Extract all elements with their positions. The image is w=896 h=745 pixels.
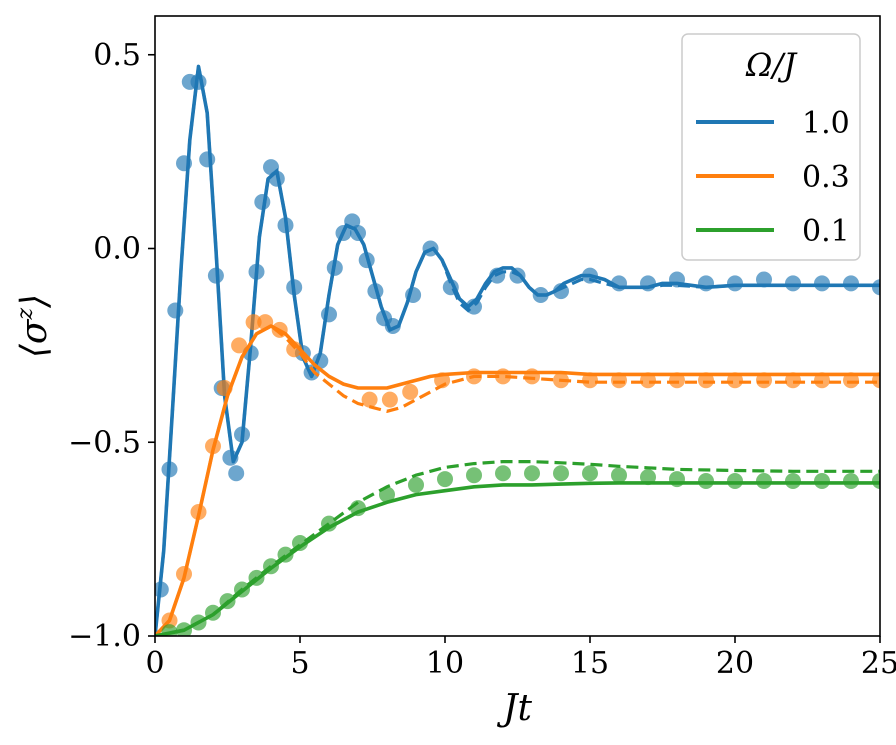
data-point [381, 391, 398, 408]
data-point [553, 465, 569, 482]
data-point [408, 476, 424, 493]
data-point [727, 372, 743, 389]
y-tick-label: −0.5 [68, 425, 141, 460]
data-point [785, 473, 801, 489]
legend-box [681, 33, 861, 261]
data-point [843, 275, 859, 292]
plot-frame [154, 15, 881, 637]
data-point [756, 372, 772, 389]
legend-label: 0.1 [802, 214, 850, 249]
data-point [167, 302, 184, 319]
x-tick-label: 20 [716, 646, 754, 681]
data-point [872, 279, 880, 296]
data-point [321, 306, 337, 323]
data-point [727, 275, 743, 292]
y-tick-label: 0.0 [93, 232, 141, 267]
data-point [640, 372, 656, 389]
data-point [466, 467, 482, 484]
x-axis-label: Jt [496, 688, 532, 729]
x-tick-label: 5 [290, 646, 309, 681]
data-point [843, 372, 859, 389]
legend-entries: 1.0 0.3 0.1 [696, 106, 850, 249]
data-point [756, 473, 772, 489]
data-point [611, 372, 627, 389]
data-point [437, 471, 453, 488]
legend-label: 0.3 [802, 160, 850, 195]
data-point [402, 383, 419, 400]
data-point [785, 372, 801, 389]
data-point [582, 372, 598, 389]
y-tick-label: 0.5 [93, 38, 141, 73]
data-point [727, 473, 743, 489]
data-point [698, 473, 714, 489]
data-point [361, 391, 378, 408]
legend-title: Ω/J [745, 46, 798, 84]
legend-label: 1.0 [802, 106, 850, 141]
data-point [669, 372, 685, 389]
data-point [814, 473, 830, 489]
solid-line [155, 324, 880, 636]
data-point [814, 275, 830, 292]
data-point [814, 372, 830, 389]
data-point [231, 337, 248, 354]
x-tick-label: 0 [145, 646, 164, 681]
data-point [199, 151, 216, 168]
data-point [785, 275, 801, 292]
series-0.1 [155, 460, 880, 636]
data-point [843, 473, 859, 489]
series-0.3 [155, 314, 880, 636]
dashed-line [155, 460, 880, 636]
data-point [524, 465, 540, 482]
solid-line [155, 481, 880, 636]
solid-line [155, 64, 880, 636]
legend-entry: 1.0 [696, 106, 850, 141]
x-tick-label: 10 [426, 646, 464, 681]
data-point [228, 465, 245, 482]
data-point [872, 372, 880, 389]
y-tick-label: −1.0 [68, 619, 141, 654]
data-point [245, 314, 262, 331]
legend-entry: 0.3 [696, 160, 850, 195]
data-point [495, 465, 511, 482]
x-tick-label: 15 [571, 646, 609, 681]
ticks-layer: 0 5 10 15 20 25 −1.0 −0.5 0.0 0.5 [68, 38, 896, 681]
y-axis-label: ⟨σz⟩ [13, 294, 55, 358]
data-point [698, 372, 714, 389]
legend-entry: 0.1 [696, 214, 850, 249]
series-1.0 [155, 64, 880, 636]
data-point [611, 467, 627, 484]
legend: Ω/J 1.0 0.3 0.1 [681, 33, 861, 261]
x-tick-label: 25 [861, 646, 896, 681]
series-layer [155, 64, 880, 636]
data-point [872, 473, 880, 489]
data-point [582, 465, 598, 482]
